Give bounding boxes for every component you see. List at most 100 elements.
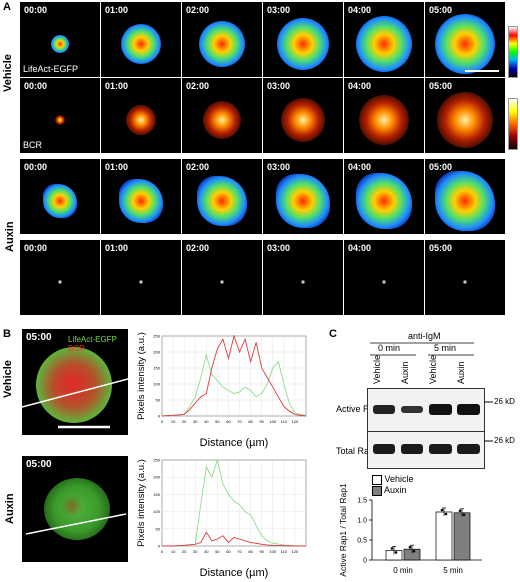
b-vehicle-profile-chart: 0 10 20 30 40 50 60 70 80 90 100 110 120 0 50 100 150 200… <box>136 332 307 449</box>
tile-time: 03:00 <box>267 162 291 172</box>
tile-time: 01:00 <box>105 81 129 91</box>
blot-total-marker: 26 kD <box>494 436 515 445</box>
y-axis-label: Active Rap1 / Total Rap1 <box>338 483 348 577</box>
tile-time: 05:00 <box>429 162 453 172</box>
data-point <box>458 509 462 513</box>
lane-label: Auxin <box>456 361 466 384</box>
timelapse-tile: 02:00 <box>182 2 262 77</box>
x-tick-label: 80 <box>248 549 253 554</box>
data-point <box>394 551 398 554</box>
x-tick-label: 50 <box>215 419 220 424</box>
x-tick-label: 20 <box>182 419 187 424</box>
lane-label: Auxin <box>400 361 410 384</box>
row-label: BCR <box>23 140 43 150</box>
timelapse-tile: 05:00 <box>425 159 505 234</box>
tile-time: 04:00 <box>348 243 372 253</box>
row-label: LifeAct-EGFP <box>23 64 79 74</box>
timelapse-tile: 05:00 <box>425 240 505 315</box>
x-tick-label: 60 <box>226 549 231 554</box>
plot-frame <box>161 335 307 417</box>
data-point <box>408 545 412 549</box>
timelapse-tile: 03:00 <box>263 2 343 77</box>
y-tick-label: 1.5 <box>357 498 367 505</box>
x-tick-label: 110 <box>281 549 288 554</box>
tile-time: 02:00 <box>186 243 210 253</box>
x-tick-label: 90 <box>259 549 264 554</box>
colorbar-jet <box>508 26 518 78</box>
data-point <box>390 547 394 550</box>
x-tick-label: 100 <box>269 549 276 554</box>
tile-time: 00:00 <box>24 243 48 253</box>
blot-active <box>367 388 485 432</box>
auxin-side-label: Auxin <box>4 221 16 252</box>
y-tick-label: 100 <box>153 382 160 387</box>
tile-time: 05:00 <box>429 5 453 15</box>
timelapse-tile: 01:00 <box>101 2 181 77</box>
profile-series-1 <box>161 334 307 417</box>
x-tick-label: 100 <box>269 419 276 424</box>
x-tick-label: 70 <box>237 549 242 554</box>
y-tick-label: 250 <box>153 334 160 339</box>
x-tick-label: 110 <box>281 419 288 424</box>
timelapse-tile: 03:00 <box>263 159 343 234</box>
tile-time: 04:00 <box>348 162 372 172</box>
panel-a-letter: A <box>3 1 11 13</box>
colorbar-hot <box>508 98 518 150</box>
tile-time: 04:00 <box>348 5 372 15</box>
x-tick-label: 40 <box>204 419 209 424</box>
b-auxin-label: Auxin <box>4 493 16 524</box>
c-ratio-bar-chart: 0 0.5 1.0 1.5 0 min 5 min Active Rap1 / Total … <box>338 483 482 577</box>
tile-time: 04:00 <box>348 81 372 91</box>
timelapse-tile: 01:00 <box>101 240 181 315</box>
timelapse-tile: 01:00 <box>101 159 181 234</box>
panel-b-letter: B <box>3 328 11 340</box>
c-legend-auxin: Auxin <box>372 485 407 496</box>
timelapse-tile: 02:00 <box>182 159 262 234</box>
timelapse-tile: 00:00 <box>20 159 100 234</box>
tile-time: 03:00 <box>267 243 291 253</box>
profile-series-0 <box>162 458 307 547</box>
x-tick-label: 70 <box>237 419 242 424</box>
panel-c-letter: C <box>329 328 337 340</box>
scale-bar <box>465 70 499 72</box>
lane-label: Vehicle <box>428 354 438 384</box>
y-tick-label: 50 <box>156 526 161 531</box>
x-tick-label: 120 <box>292 419 299 424</box>
tp-0min: 0 min <box>378 343 401 353</box>
treatment-bracket <box>370 342 474 356</box>
y-tick-label: 200 <box>153 475 160 480</box>
x-axis-label: Distance (µm) <box>200 567 269 579</box>
timelapse-tile: 02:00 <box>182 78 262 153</box>
b-vehicle-image: 05:00 LifeAct-EGFP BCR <box>22 329 128 435</box>
treatment-label: anti-IgM <box>408 331 441 341</box>
x-tick-label: 0 <box>161 419 164 424</box>
blot-active-label: Active Rap1 <box>336 404 385 414</box>
timelapse-tile: 04:00 <box>344 159 424 234</box>
profile-series-0 <box>161 353 307 417</box>
timelapse-tile: 04:00 <box>344 78 424 153</box>
x-category-label: 5 min <box>443 566 463 575</box>
y-tick-label: 150 <box>153 366 160 371</box>
vehicle-side-label: Vehicle <box>2 54 14 92</box>
b-vehicle-label: Vehicle <box>2 360 14 398</box>
tile-time: 02:00 <box>186 162 210 172</box>
x-tick-label: 120 <box>292 549 299 554</box>
data-point <box>444 512 448 516</box>
tile-time: 02:00 <box>186 5 210 15</box>
tile-time: 00:00 <box>24 81 48 91</box>
y-tick-label: 0 <box>363 558 367 565</box>
tile-time: 03:00 <box>267 81 291 91</box>
x-tick-label: 30 <box>193 419 198 424</box>
timelapse-tile: 01:00 <box>101 78 181 153</box>
tile-time: 01:00 <box>105 162 129 172</box>
y-axis-label: Pixels intensity (a.u.) <box>136 459 147 547</box>
y-tick-label: 50 <box>156 398 161 403</box>
timelapse-tile: 04:00 <box>344 240 424 315</box>
timelapse-tile: 00:00 LifeAct-EGFP <box>20 2 100 77</box>
tile-time: 01:00 <box>105 5 129 15</box>
y-tick-label: 1.0 <box>357 518 367 525</box>
x-tick-label: 30 <box>193 549 198 554</box>
timelapse-tile: 02:00 <box>182 240 262 315</box>
b-auxin-profile-chart: 0 10 20 30 40 50 60 70 80 90 100 110 120 0 50 100 150 200… <box>136 458 307 579</box>
tp-5min: 5 min <box>434 343 457 353</box>
